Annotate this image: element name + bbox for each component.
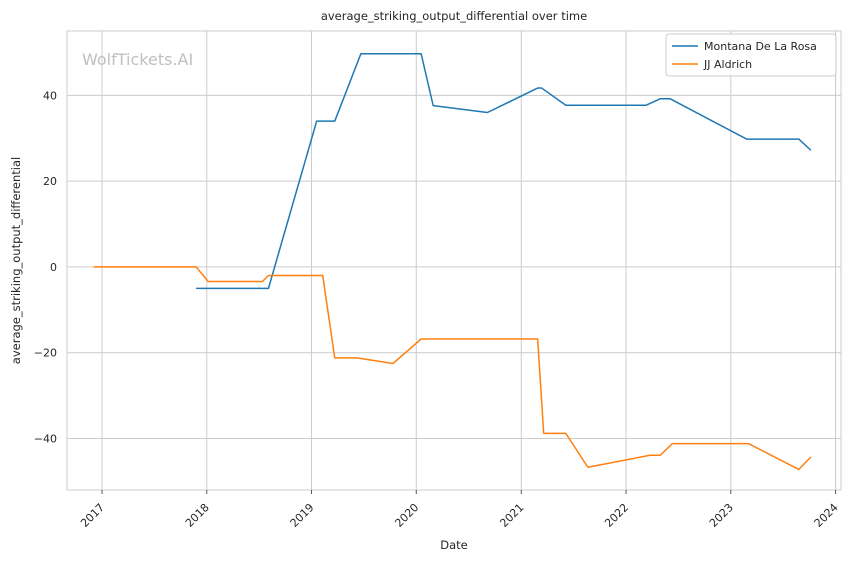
watermark: WolfTickets.AI xyxy=(82,50,193,69)
y-tick-label: 20 xyxy=(43,175,57,188)
x-tick-label: 2024 xyxy=(812,501,841,530)
x-tick-label: 2021 xyxy=(497,501,526,530)
y-axis-ticks: 40 20 0 −20 −40 xyxy=(34,89,57,445)
legend: Montana De La Rosa JJ Aldrich xyxy=(665,33,837,77)
legend-label: JJ Aldrich xyxy=(703,58,752,71)
x-tick-label: 2019 xyxy=(288,501,317,530)
y-tick-label: 0 xyxy=(50,261,57,274)
grid xyxy=(67,31,841,490)
x-tick-label: 2023 xyxy=(707,501,736,530)
x-tick-label: 2018 xyxy=(183,501,212,530)
chart-title: average_striking_output_differential ove… xyxy=(321,9,587,23)
plot-frame xyxy=(66,30,842,491)
y-tick-label: −40 xyxy=(34,433,57,446)
legend-box xyxy=(665,33,837,77)
x-tick-label: 2020 xyxy=(392,501,421,530)
y-axis-label: average_striking_output_differential xyxy=(9,157,23,364)
y-tick-label: 40 xyxy=(43,89,57,102)
series-line-jj-aldrich xyxy=(93,266,812,471)
series-group xyxy=(93,52,812,471)
x-axis-label: Date xyxy=(440,538,468,552)
y-tick-label: −20 xyxy=(34,347,57,360)
x-axis-ticks: 2017 2018 2019 2020 2021 2022 2023 2024 xyxy=(78,490,841,530)
series-line-montana-de-la-rosa xyxy=(196,52,812,290)
x-tick-label: 2017 xyxy=(78,501,107,530)
x-tick-label: 2022 xyxy=(602,501,631,530)
legend-label: Montana De La Rosa xyxy=(704,40,817,53)
